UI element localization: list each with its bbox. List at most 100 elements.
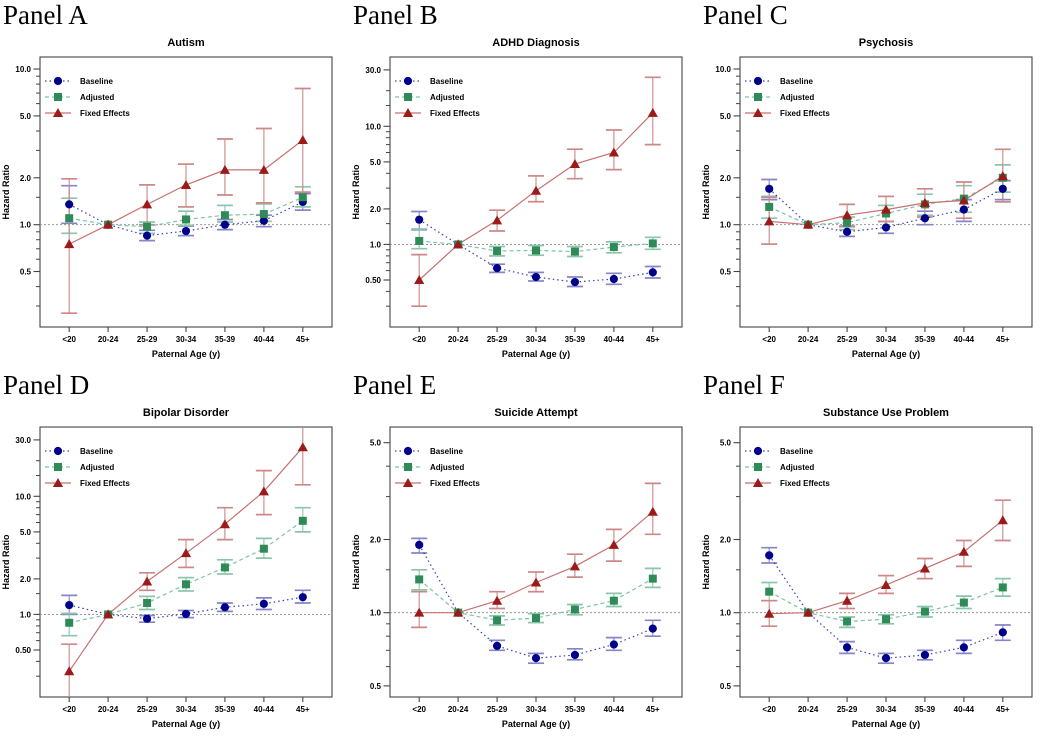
svg-text:45+: 45+ — [646, 335, 660, 344]
svg-text:30-34: 30-34 — [526, 335, 547, 344]
svg-text:2.0: 2.0 — [370, 205, 382, 214]
svg-text:<20: <20 — [762, 335, 776, 344]
svg-text:30-34: 30-34 — [176, 335, 197, 344]
svg-text:30.0: 30.0 — [365, 66, 381, 75]
svg-text:40-44: 40-44 — [254, 335, 275, 344]
chart-title-bipolar: Bipolar Disorder — [142, 407, 230, 419]
svg-text:0.50: 0.50 — [365, 276, 381, 285]
panel-e: Panel E Suicide Attempt Hazard Ratio Pat… — [350, 370, 700, 740]
svg-text:30.0: 30.0 — [15, 436, 31, 445]
panel-label-e: Panel E — [353, 370, 437, 400]
svg-text:Fixed Effects: Fixed Effects — [80, 479, 130, 488]
svg-text:Baseline: Baseline — [780, 77, 813, 86]
svg-text:<20: <20 — [62, 335, 76, 344]
svg-text:2.0: 2.0 — [370, 536, 382, 545]
svg-text:30-34: 30-34 — [876, 335, 897, 344]
svg-text:5.0: 5.0 — [720, 439, 732, 448]
svg-text:Baseline: Baseline — [780, 447, 813, 456]
plot-canvas-adhd: 0.50 1.0 2.0 5.0 10.0 30.0 <20 20-24 25-29 30-34 3… — [365, 56, 683, 344]
svg-text:<20: <20 — [62, 705, 76, 714]
svg-text:Baseline: Baseline — [430, 77, 463, 86]
panel-label-b: Panel B — [353, 0, 438, 30]
svg-text:45+: 45+ — [296, 705, 310, 714]
svg-text:Fixed Effects: Fixed Effects — [430, 109, 480, 118]
svg-text:10.0: 10.0 — [15, 492, 31, 501]
svg-text:35-39: 35-39 — [565, 335, 586, 344]
svg-text:45+: 45+ — [996, 335, 1010, 344]
svg-text:20-24: 20-24 — [98, 335, 119, 344]
x-axis-title: Paternal Age (y) — [851, 719, 921, 729]
svg-text:Baseline: Baseline — [430, 447, 463, 456]
plot-canvas-psychosis: 0.5 1.0 2.0 5.0 10.0 <20 20-24 25-29 30-34 35-39 4… — [715, 56, 1033, 344]
svg-text:20-24: 20-24 — [98, 705, 119, 714]
svg-text:10.0: 10.0 — [15, 65, 31, 74]
svg-text:25-29: 25-29 — [837, 335, 858, 344]
svg-text:1.0: 1.0 — [370, 609, 382, 618]
svg-text:Fixed Effects: Fixed Effects — [780, 109, 830, 118]
svg-text:40-44: 40-44 — [254, 705, 275, 714]
svg-text:45+: 45+ — [296, 335, 310, 344]
svg-text:30-34: 30-34 — [526, 705, 547, 714]
x-axis-title: Paternal Age (y) — [501, 349, 571, 359]
svg-text:5.0: 5.0 — [20, 112, 32, 121]
svg-text:1.0: 1.0 — [20, 610, 32, 619]
svg-text:25-29: 25-29 — [487, 335, 508, 344]
svg-text:2.0: 2.0 — [20, 174, 32, 183]
svg-text:Adjusted: Adjusted — [780, 93, 814, 102]
chart-title-adhd: ADHD Diagnosis — [492, 37, 580, 49]
svg-text:20-24: 20-24 — [798, 335, 819, 344]
svg-text:25-29: 25-29 — [487, 705, 508, 714]
svg-text:30-34: 30-34 — [176, 705, 197, 714]
svg-text:35-39: 35-39 — [915, 705, 936, 714]
svg-text:2.0: 2.0 — [720, 536, 732, 545]
x-axis-title: Paternal Age (y) — [501, 719, 571, 729]
svg-text:20-24: 20-24 — [798, 705, 819, 714]
svg-text:45+: 45+ — [996, 705, 1010, 714]
panel-label-d: Panel D — [3, 370, 90, 400]
svg-text:25-29: 25-29 — [837, 705, 858, 714]
svg-text:2.0: 2.0 — [720, 174, 732, 183]
svg-text:5.0: 5.0 — [720, 112, 732, 121]
chart-title-suicide: Suicide Attempt — [494, 407, 578, 419]
svg-text:0.50: 0.50 — [15, 646, 31, 655]
svg-text:35-39: 35-39 — [215, 705, 236, 714]
svg-text:1.0: 1.0 — [720, 609, 732, 618]
svg-text:0.5: 0.5 — [720, 268, 732, 277]
svg-text:5.0: 5.0 — [370, 158, 382, 167]
svg-text:Adjusted: Adjusted — [430, 463, 464, 472]
chart-title-psychosis: Psychosis — [858, 37, 914, 49]
panel-b: Panel B ADHD Diagnosis Hazard Ratio Pate… — [350, 0, 700, 370]
svg-text:5.0: 5.0 — [370, 439, 382, 448]
svg-text:30-34: 30-34 — [876, 705, 897, 714]
svg-text:1.0: 1.0 — [720, 221, 732, 230]
x-axis-title: Paternal Age (y) — [151, 349, 221, 359]
x-axis-title: Paternal Age (y) — [851, 349, 921, 359]
plot-canvas-autism: 0.5 1.0 2.0 5.0 10.0 <20 20-24 25-29 30-34 35-39 4… — [15, 56, 333, 344]
svg-text:Baseline: Baseline — [80, 77, 113, 86]
panel-a: Panel A Autism Hazard Ratio Paternal Age… — [0, 0, 350, 370]
svg-text:5.0: 5.0 — [20, 528, 32, 537]
svg-text:45+: 45+ — [646, 705, 660, 714]
svg-text:20-24: 20-24 — [448, 335, 469, 344]
svg-text:<20: <20 — [762, 705, 776, 714]
plot-canvas-suicide: 0.5 1.0 2.0 5.0 <20 20-24 25-29 30-34 35-39 40-44… — [370, 426, 683, 714]
svg-text:Adjusted: Adjusted — [430, 93, 464, 102]
svg-text:0.5: 0.5 — [20, 268, 32, 277]
svg-text:1.0: 1.0 — [370, 240, 382, 249]
panel-label-c: Panel C — [703, 0, 788, 30]
svg-text:Adjusted: Adjusted — [780, 463, 814, 472]
panel-d: Panel D Bipolar Disorder Hazard Ratio Pa… — [0, 370, 350, 740]
svg-text:40-44: 40-44 — [954, 705, 975, 714]
panel-label-a: Panel A — [3, 0, 88, 30]
svg-text:2.0: 2.0 — [20, 575, 32, 584]
svg-text:Baseline: Baseline — [80, 447, 113, 456]
svg-text:<20: <20 — [412, 705, 426, 714]
svg-text:25-29: 25-29 — [137, 705, 158, 714]
svg-text:Adjusted: Adjusted — [80, 463, 114, 472]
svg-text:Adjusted: Adjusted — [80, 93, 114, 102]
svg-text:10.0: 10.0 — [365, 122, 381, 131]
svg-text:40-44: 40-44 — [954, 335, 975, 344]
svg-text:10.0: 10.0 — [715, 65, 731, 74]
